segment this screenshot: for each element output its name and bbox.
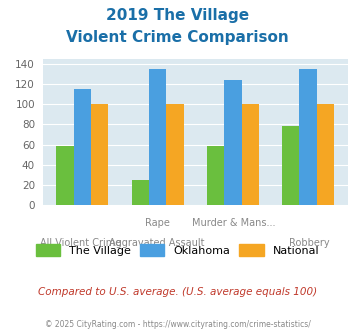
Text: All Violent Crime: All Violent Crime [40, 238, 121, 248]
Bar [282, 126, 299, 205]
Text: Violent Crime Comparison: Violent Crime Comparison [66, 30, 289, 45]
Bar [91, 105, 108, 205]
Bar [149, 69, 166, 205]
Legend: The Village, Oklahoma, National: The Village, Oklahoma, National [32, 240, 323, 260]
Text: Aggravated Assault: Aggravated Assault [109, 238, 205, 248]
Text: 2019 The Village: 2019 The Village [106, 8, 249, 23]
Bar [132, 180, 149, 205]
Bar [299, 69, 317, 205]
Text: © 2025 CityRating.com - https://www.cityrating.com/crime-statistics/: © 2025 CityRating.com - https://www.city… [45, 320, 310, 329]
Bar [224, 81, 241, 205]
Bar [241, 105, 259, 205]
Bar [166, 105, 184, 205]
Text: Compared to U.S. average. (U.S. average equals 100): Compared to U.S. average. (U.S. average … [38, 287, 317, 297]
Bar [207, 146, 224, 205]
Bar [317, 105, 334, 205]
Text: Rape: Rape [144, 218, 170, 228]
Text: Murder & Mans...: Murder & Mans... [192, 218, 275, 228]
Bar [74, 89, 91, 205]
Text: Robbery: Robbery [289, 238, 330, 248]
Bar [56, 146, 74, 205]
